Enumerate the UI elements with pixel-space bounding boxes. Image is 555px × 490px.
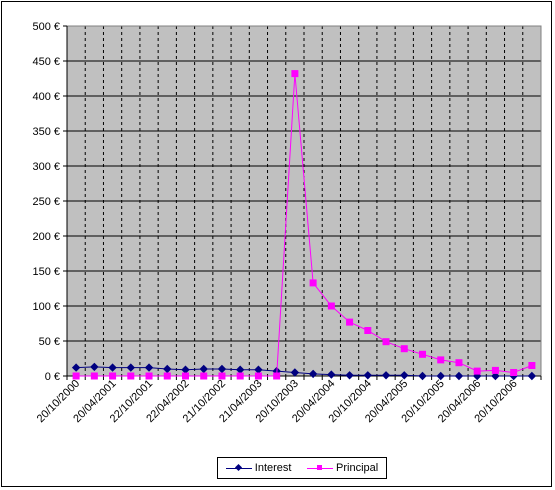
data-point-interest (108, 363, 117, 372)
y-tick-label: 400 € (32, 91, 60, 103)
legend-label-interest: Interest (254, 462, 292, 474)
data-point-principal (382, 338, 390, 346)
data-point-interest (308, 369, 318, 379)
data-point-principal (254, 372, 262, 380)
data-point-principal (455, 359, 463, 367)
data-point-interest (90, 362, 99, 372)
data-point-interest (363, 371, 373, 380)
y-tick-label: 450 € (32, 56, 60, 68)
data-point-principal (473, 367, 481, 375)
y-tick-label: 500 € (32, 21, 60, 33)
gridlines (67, 25, 541, 376)
data-point-interest (381, 371, 391, 380)
legend-label-principal: Principal (336, 462, 379, 474)
data-point-principal (364, 327, 372, 334)
data-point-principal (218, 372, 226, 380)
y-tick-label: 100 € (32, 301, 60, 313)
y-tick-label: 0 € (45, 371, 60, 383)
data-point-principal (309, 279, 317, 287)
data-point-interest (345, 371, 354, 380)
data-point-principal (291, 70, 299, 78)
data-point-interest (71, 363, 81, 372)
data-point-interest (491, 371, 500, 381)
data-point-principal (236, 372, 244, 380)
x-axis-ticks: 20/10/200020/04/200122/10/200122/04/2002… (35, 376, 542, 425)
data-point-interest (290, 368, 300, 377)
data-point-interest (144, 363, 154, 372)
data-point-interest (527, 371, 537, 381)
legend: Interest Principal (217, 457, 387, 479)
interest-legend-marker (225, 463, 252, 472)
data-point-principal (145, 372, 153, 380)
data-point-principal (400, 345, 408, 353)
data-point-principal (90, 372, 98, 380)
y-tick-label: 50 € (39, 336, 60, 348)
data-point-principal (200, 372, 208, 380)
data-point-interest (327, 370, 336, 379)
y-tick-label: 150 € (32, 266, 60, 278)
legend-item-interest: Interest (225, 462, 292, 474)
series-group (71, 70, 537, 381)
data-point-principal (437, 356, 445, 364)
data-point-principal (327, 302, 335, 310)
y-tick-label: 350 € (32, 126, 60, 138)
data-point-interest (418, 371, 427, 381)
data-point-principal (346, 318, 354, 326)
data-point-principal (109, 372, 117, 380)
data-point-principal (127, 372, 135, 380)
legend-item-principal: Principal (307, 462, 378, 474)
y-tick-label: 200 € (32, 231, 60, 243)
data-point-interest (454, 371, 464, 381)
data-point-principal (510, 369, 518, 376)
data-point-principal (163, 372, 171, 380)
data-point-principal (491, 366, 499, 374)
data-point-interest (126, 363, 136, 372)
data-point-principal (419, 350, 426, 358)
y-axis-ticks: 0 € 50 € 100 € 150 € 200 € 250 € 300 € 350 € 400… (32, 21, 67, 383)
y-tick-label: 300 € (32, 161, 60, 173)
data-point-interest (400, 371, 409, 380)
data-point-principal (528, 362, 536, 369)
y-tick-label: 250 € (32, 196, 60, 208)
principal-legend-marker (307, 464, 334, 472)
data-point-principal (273, 372, 281, 380)
data-point-principal (72, 372, 80, 380)
data-point-principal (182, 372, 189, 380)
data-point-interest (436, 371, 445, 381)
